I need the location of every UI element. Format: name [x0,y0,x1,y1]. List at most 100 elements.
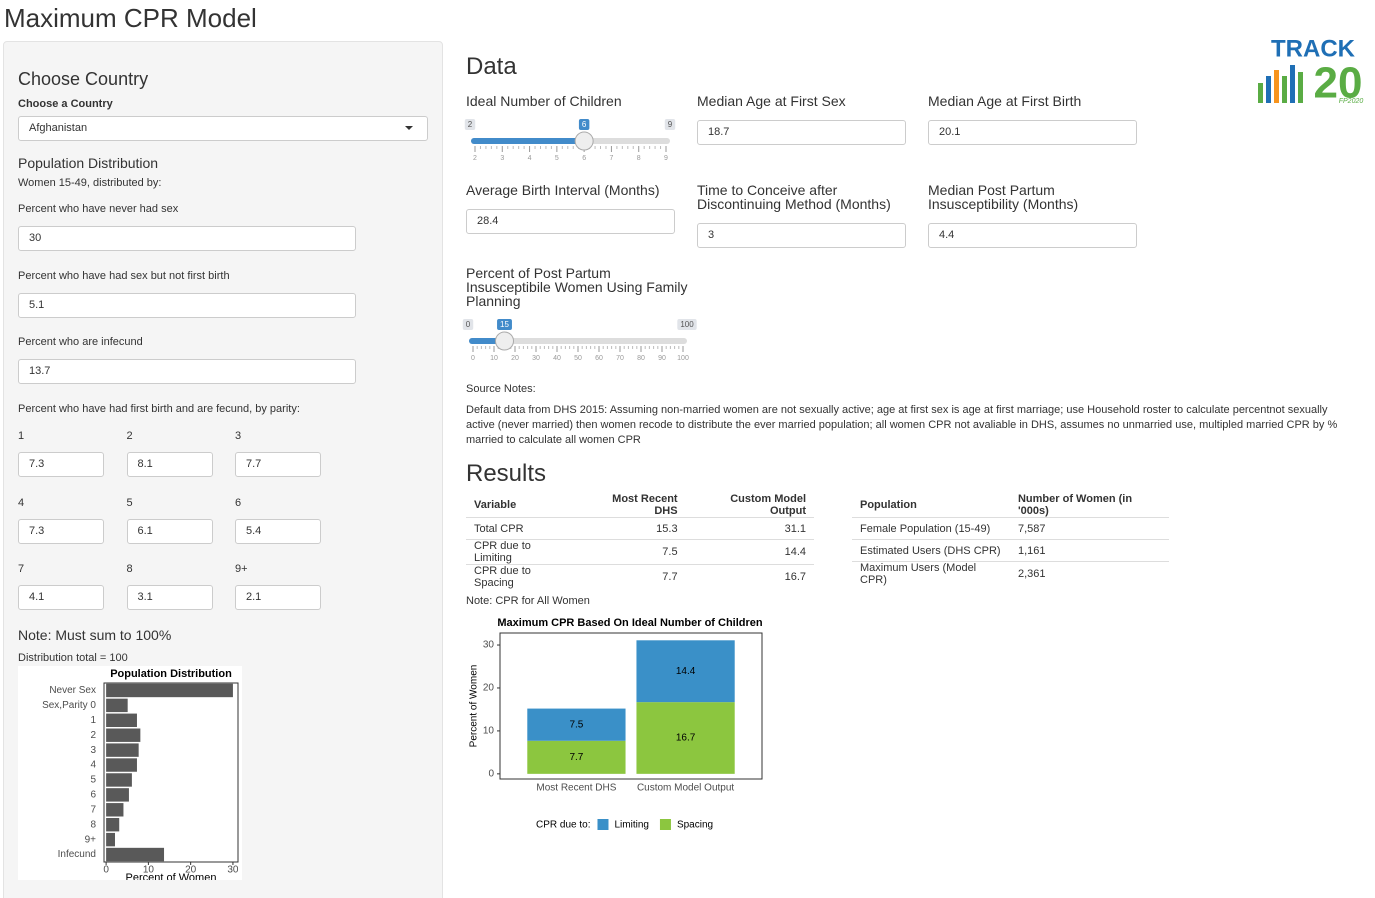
sidebar-heading: Choose Country [18,69,149,89]
legend-label: Limiting [614,820,648,831]
parity-input[interactable]: 8.1 [126,452,213,477]
country-select[interactable]: Afghanistan [18,116,428,141]
x-tick-label: Custom Model Output [637,783,734,794]
y-tick-label: 8 [90,819,96,830]
parity-input[interactable]: 3.1 [126,585,213,610]
slider-max-box [677,319,697,330]
results-table: Population Number of Women (in '000s) Fema… [852,493,1169,586]
slider-tick-label: 70 [616,355,624,362]
slider-tick-label: 80 [637,355,645,362]
slider[interactable]: 2 3 4 5 6 7 8 9 2 9 6 [462,115,682,165]
chart-title: Maximum CPR Based On Ideal Number of Chi… [497,617,763,629]
logo-text: TRACK [1271,38,1356,62]
table-cell: Female Population (15-49) [852,517,1010,540]
table-cell: CPR due to Limiting [466,539,580,565]
bar-segment [636,640,735,703]
header-cell: Number of Women (in '000s) [1009,493,1169,518]
bar [106,758,137,772]
header-cell: Population [852,493,1010,518]
bar [106,743,139,757]
logo-bar [1290,65,1295,103]
table-cell: 7.5 [579,539,686,565]
slider-tick-label: 2 [473,155,477,162]
slider-value: 15 [500,320,509,329]
parity-input[interactable]: 4.1 [18,585,104,610]
slider-tick-label: 7 [609,155,613,162]
x-tick-label: 0 [103,865,109,876]
parity-input[interactable]: 2.1 [235,585,321,610]
header-cell: Custom Model Output [685,493,814,518]
input-label: Average Birth Interval (Months) [466,182,660,198]
y-tick-label: 9+ [85,834,97,845]
x-tick-label: 20 [185,865,197,876]
y-tick-label: 7 [90,804,96,815]
table-cell: Total CPR [466,517,580,540]
slider-tick-label: 40 [553,355,561,362]
sum-note: Note: Must sum to 100% [18,627,172,643]
logo-bar [1298,72,1303,103]
bar-segment [527,740,626,774]
y-tick-label: Never Sex [49,685,96,696]
slider-tick-label: 60 [595,355,603,362]
input-label: Time to Conceive after Discontinuing Met… [697,182,891,212]
slider-tick-label: 90 [658,355,666,362]
data-label: 7.7 [569,752,583,763]
slider-handle[interactable] [495,331,514,351]
text-input[interactable]: 5.1 [18,293,356,318]
text-input[interactable]: 30 [18,226,356,251]
logo-bar [1282,76,1287,103]
table-cell: 31.1 [685,517,814,540]
x-tick-label: Most Recent DHS [536,783,616,794]
results-note: Note: CPR for All Women [466,595,590,607]
slider[interactable]: 0 10 20 30 40 50 60 70 80 90 100 0 100 15 [462,315,697,365]
slider-min-box [464,119,476,130]
table-cell: 2,361 [1009,561,1169,586]
y-tick-label: 4 [90,760,96,771]
chart-title: Population Distribution [110,668,232,680]
table-cell: CPR due to Spacing [466,564,580,589]
parity-label: 4 [18,496,25,509]
text-input[interactable]: 3 [697,223,906,248]
table-cell: Estimated Users (DHS CPR) [852,539,1010,562]
parity-input[interactable]: 6.1 [126,518,213,544]
bar-chart: Population Distribution Never Sex Sex,Pari… [18,666,242,880]
parity-input[interactable]: 7.7 [235,452,321,477]
bar [106,832,115,847]
bar [106,788,129,802]
y-tick-label: 1 [90,715,96,726]
slider-max: 100 [680,320,694,329]
table-cell: 7,587 [1009,517,1169,540]
page-title: Maximum CPR Model [4,3,257,33]
bar [106,773,132,787]
bar [106,713,137,728]
parity-input[interactable]: 7.3 [18,518,104,544]
slider-handle[interactable] [574,131,594,151]
x-tick-label: 10 [143,865,155,876]
input-label: Median Post Partum Insusceptibility (Mon… [928,182,1079,212]
slider-tick-label: 50 [574,355,582,362]
parity-label: 1 [18,430,25,442]
slider-tick-label: 20 [511,355,519,362]
text-input[interactable]: 28.4 [466,209,675,234]
parity-input[interactable]: 7.3 [18,452,104,477]
parity-label: Percent who have had first birth and are… [18,403,300,415]
table-row: CPR due to Limiting 7.5 14.4 [466,539,814,565]
parity-label: 2 [126,430,133,442]
legend-swatch [597,819,609,830]
slider-tick-label: 6 [582,155,586,162]
input-label: Median Age at First Birth [928,93,1082,109]
y-axis-label: Percent of Women [469,665,480,748]
text-input[interactable]: 13.7 [18,359,356,384]
parity-input[interactable]: 5.4 [235,518,321,544]
slider-value-box [578,119,590,130]
plot-panel [103,682,239,863]
bar [106,803,124,817]
text-input[interactable]: 18.7 [697,120,906,145]
bar [106,817,120,832]
bar-segment [636,702,735,774]
stacked-bar-chart: Maximum CPR Based On Ideal Number of Chi… [469,617,763,831]
text-input[interactable]: 4.4 [928,223,1137,248]
legend-label: Spacing [677,820,713,831]
field-label: Percent who have never had sex [18,203,179,215]
text-input[interactable]: 20.1 [928,120,1137,145]
